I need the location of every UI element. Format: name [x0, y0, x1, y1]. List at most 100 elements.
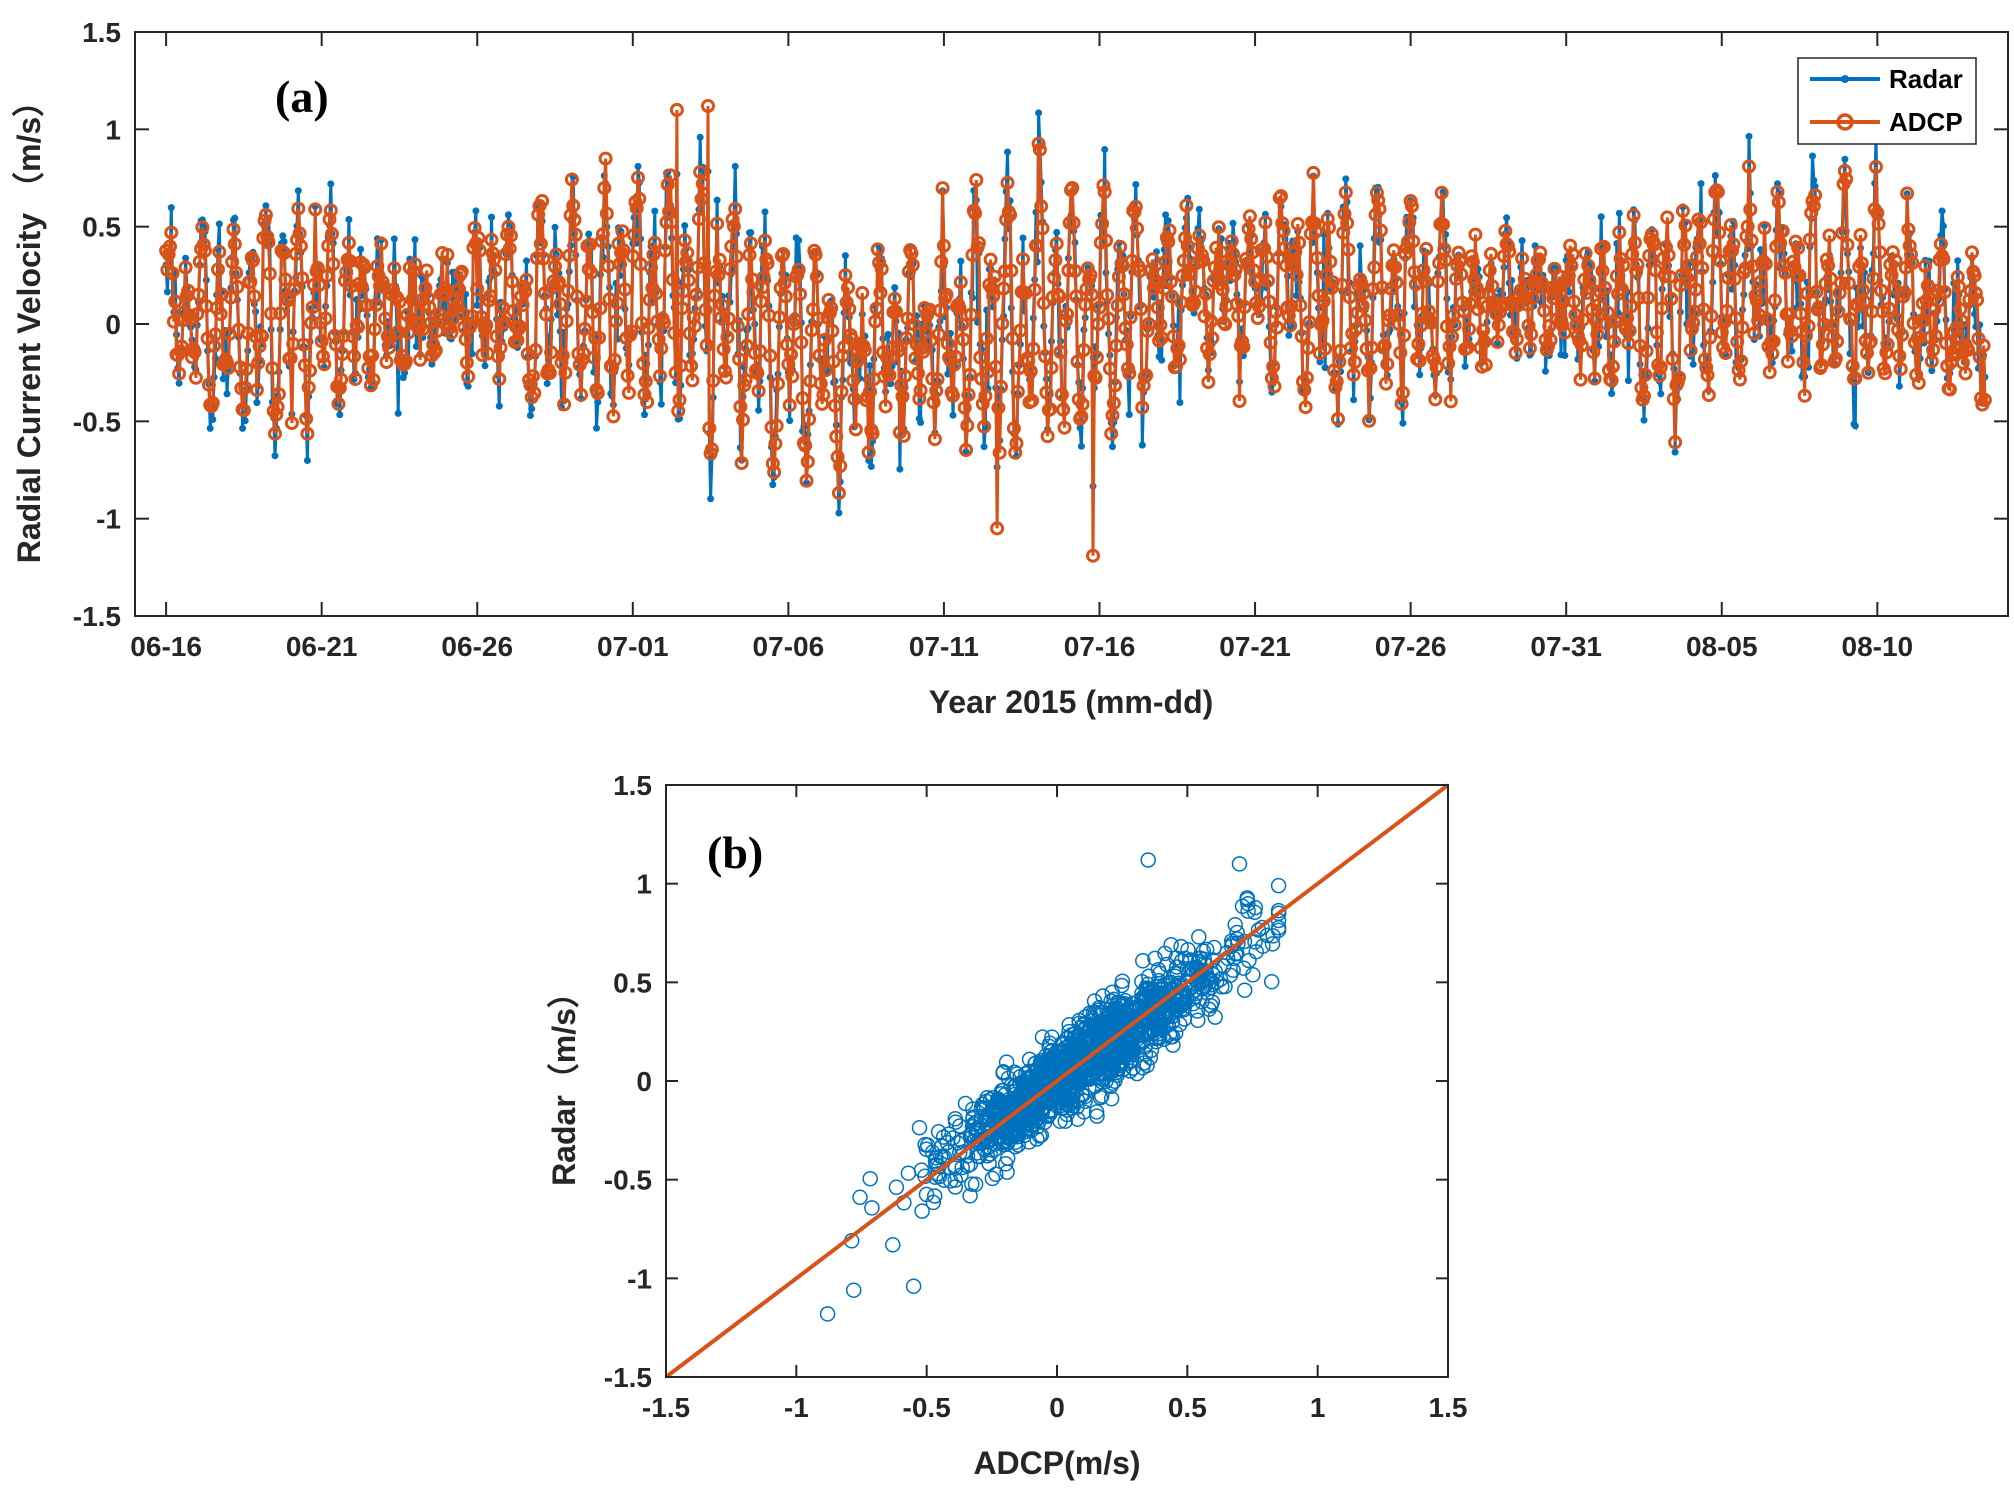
adcp-point	[1775, 224, 1790, 238]
adcp-point	[1853, 228, 1868, 242]
adcp-point	[1204, 314, 1218, 329]
adcp-point	[778, 289, 793, 304]
adcp-point	[817, 333, 832, 347]
radar-point	[769, 481, 777, 489]
adcp-point	[287, 282, 302, 297]
radar-point	[1809, 152, 1816, 160]
adcp-point	[606, 409, 621, 424]
scatter-point	[1214, 979, 1230, 995]
scatter-point	[1212, 971, 1229, 988]
adcp-point	[694, 192, 709, 206]
adcp-point	[1034, 199, 1049, 214]
adcp-point	[1027, 282, 1042, 297]
scatter-point	[1219, 944, 1235, 961]
x-tick-label-a: 07-16	[1064, 631, 1136, 662]
adcp-point	[1563, 238, 1578, 253]
adcp-point	[1626, 208, 1641, 223]
adcp-point	[1283, 318, 1298, 333]
adcp-point	[698, 302, 713, 317]
radar-point	[696, 133, 704, 141]
radar-point	[866, 362, 874, 369]
adcp-point	[367, 322, 382, 337]
adcp-point	[1681, 258, 1696, 273]
scatter-point	[993, 1086, 1009, 1102]
adcp-point	[1049, 236, 1064, 251]
adcp-point	[1242, 209, 1257, 224]
radar-point	[1811, 182, 1819, 190]
scatter-point	[1172, 1016, 1188, 1033]
adcp-point	[327, 328, 342, 343]
adcp-point	[1691, 212, 1706, 227]
adcp-point	[1968, 286, 1983, 301]
adcp-point	[754, 294, 769, 309]
adcp-point	[1808, 188, 1823, 203]
adcp-point	[1140, 323, 1155, 338]
panel-label-b: (b)	[707, 827, 763, 878]
adcp-point	[230, 279, 245, 294]
adcp-point	[1152, 333, 1167, 348]
adcp-point	[239, 362, 254, 376]
adcp-point	[262, 266, 277, 281]
radar-point	[528, 405, 536, 413]
adcp-point	[513, 319, 527, 334]
adcp-point	[190, 307, 205, 322]
adcp-point	[1937, 285, 1952, 300]
scatter-point	[1081, 1080, 1097, 1096]
radar-point	[175, 379, 183, 387]
scatter-point	[951, 1145, 968, 1161]
radar-point	[231, 214, 239, 222]
adcp-point	[1472, 286, 1487, 300]
adcp-point	[1344, 341, 1358, 356]
adcp-point	[1412, 353, 1427, 368]
scatter-point	[990, 1094, 1007, 1110]
adcp-point	[316, 349, 330, 364]
adcp-point	[658, 243, 673, 258]
adcp-point	[1607, 334, 1622, 349]
adcp-point	[1388, 260, 1403, 275]
adcp-point	[1498, 224, 1513, 238]
scatter-point	[1138, 982, 1155, 999]
adcp-point	[236, 403, 251, 418]
adcp-point	[1533, 245, 1548, 260]
radar-point	[1150, 293, 1158, 301]
adcp-point	[1758, 256, 1773, 271]
radar-point	[412, 343, 420, 350]
adcp-point	[702, 421, 717, 436]
scatter-point	[1254, 919, 1270, 936]
adcp-point	[1060, 307, 1075, 322]
adcp-point	[577, 321, 592, 336]
scatter-point	[1096, 1014, 1113, 1030]
adcp-point	[1961, 342, 1976, 357]
adcp-point	[1202, 347, 1217, 362]
radar-point	[1285, 331, 1293, 339]
adcp-point	[421, 291, 435, 306]
legend-label-adcp: ADCP	[1889, 107, 1963, 137]
radar-point	[279, 232, 287, 240]
radar-point	[241, 417, 249, 425]
adcp-point	[723, 262, 737, 277]
adcp-point	[1261, 273, 1275, 288]
scatter-point	[1227, 917, 1243, 933]
adcp-point	[701, 99, 715, 113]
scatter-point	[1038, 1054, 1055, 1071]
adcp-point	[975, 396, 990, 411]
adcp-point	[369, 298, 384, 312]
adcp-point	[247, 289, 262, 304]
adcp-point	[1700, 368, 1715, 383]
scatter-point	[1165, 1037, 1181, 1053]
y-tick-label-b: 0.5	[613, 967, 652, 998]
adcp-point	[1821, 258, 1836, 273]
adcp-point	[281, 293, 295, 308]
adcp-point	[227, 237, 242, 252]
adcp-point	[1053, 345, 1068, 359]
radar-point	[957, 257, 965, 265]
adcp-point	[557, 397, 572, 412]
adcp-point	[772, 310, 787, 325]
radar-point	[585, 230, 593, 238]
adcp-point	[1044, 360, 1059, 375]
scatter-point	[1147, 950, 1163, 967]
adcp-point	[947, 357, 962, 372]
radar-point	[464, 382, 472, 390]
adcp-point	[1118, 321, 1133, 336]
scatter-point	[1007, 1127, 1024, 1144]
